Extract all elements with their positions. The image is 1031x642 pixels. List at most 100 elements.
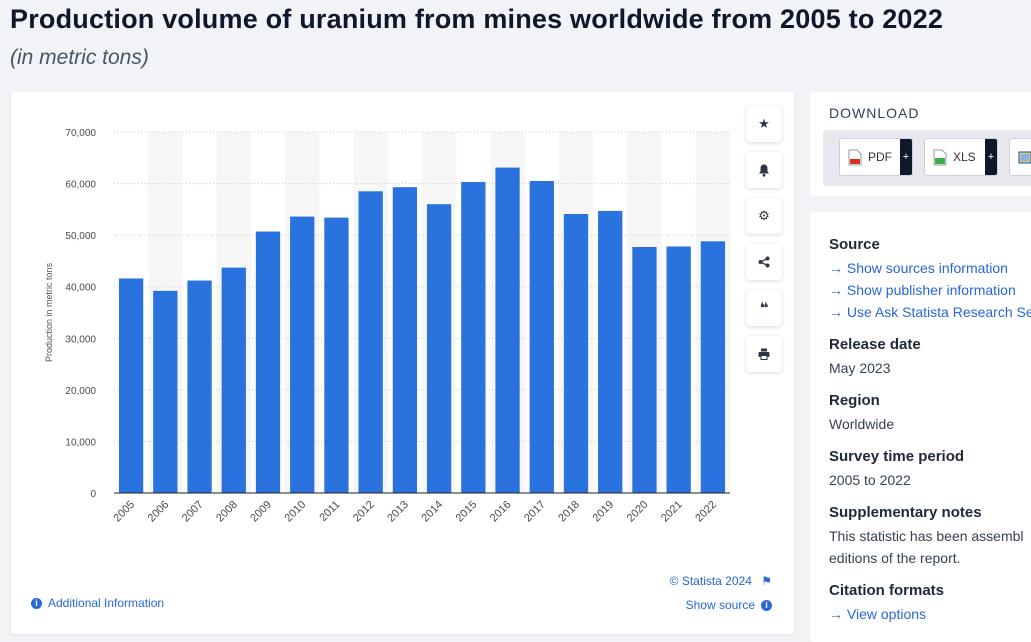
x-tick-label: 2008 <box>214 499 240 525</box>
show-source-label: Show source <box>685 598 755 612</box>
bar-2005: 2005: 41,600 <box>118 278 144 493</box>
citation-heading: Citation formats <box>829 582 945 599</box>
x-tick-label: 2005 <box>111 499 137 525</box>
favorite-button[interactable]: ★ <box>746 106 782 142</box>
arrow-right-icon: → <box>829 606 843 622</box>
bar-2008: 2008: 43,700 <box>221 267 246 493</box>
show-sources-link[interactable]: → Show sources information <box>829 257 1031 279</box>
notes-line: editions of the report. <box>829 550 961 566</box>
x-tick-label: 2021 <box>659 499 685 525</box>
x-tick-label: 2009 <box>248 499 274 525</box>
bar-2015: 2015: 60,300 <box>461 182 486 493</box>
release-date-value: May 2023 <box>829 360 891 376</box>
x-tick-label: 2012 <box>351 499 377 525</box>
download-tray: PDF + XLS + <box>823 130 1031 186</box>
y-tick-label: 0 <box>90 489 96 500</box>
survey-period-value: 2005 to 2022 <box>829 472 911 488</box>
download-xls-button[interactable]: XLS + <box>924 138 998 176</box>
bar-2020: 2020: 47,700 <box>632 247 657 493</box>
show-source-link[interactable]: Show source i <box>686 598 772 612</box>
bar-2018: 2018: 54,100 <box>563 213 589 493</box>
x-tick-label: 2017 <box>522 499 548 525</box>
bar-2014: 2014: 56,000 <box>426 204 452 493</box>
plus-icon: + <box>900 139 912 175</box>
star-icon: ★ <box>758 116 770 131</box>
arrow-right-icon: → <box>829 304 843 320</box>
x-tick-label: 2007 <box>180 499 206 525</box>
bar-2017: 2017: 60,500 <box>529 180 554 493</box>
link-label: Use Ask Statista Research Se <box>846 304 1031 320</box>
page-subtitle: (in metric tons) <box>10 46 149 69</box>
x-tick-label: 2015 <box>454 499 480 525</box>
citation-section: Citation formats → View options <box>829 582 944 625</box>
download-title: DOWNLOAD <box>829 105 920 121</box>
print-button[interactable] <box>746 336 782 372</box>
survey-period-heading: Survey time period <box>829 448 965 465</box>
bar-2019: 2019: 54,700 <box>598 210 623 493</box>
share-button[interactable] <box>746 244 782 280</box>
notes-heading: Supplementary notes <box>829 504 982 521</box>
info-icon: i <box>31 597 42 609</box>
view-options-link[interactable]: → View options <box>829 603 944 625</box>
bar-2007: 2007: 41,200 <box>187 280 212 493</box>
x-tick-label: 2006 <box>146 499 172 525</box>
arrow-right-icon: → <box>829 260 843 276</box>
credit-text: © Statista 2024 <box>669 574 752 588</box>
y-tick-label: 20,000 <box>65 386 96 397</box>
print-icon <box>758 348 770 360</box>
link-label: Show publisher information <box>846 282 1016 298</box>
x-tick-label: 2013 <box>385 499 411 525</box>
x-tick-label: 2018 <box>556 499 582 525</box>
region-section: Region Worldwide <box>829 392 894 435</box>
link-label: Show sources information <box>846 260 1008 276</box>
x-tick-label: 2022 <box>693 499 719 525</box>
bar-2022: 2022: 48,800 <box>700 241 726 493</box>
x-tick-label: 2016 <box>488 499 514 525</box>
additional-info-label: Additional Information <box>48 596 165 610</box>
pdf-label: PDF <box>868 150 892 164</box>
arrow-right-icon: → <box>829 282 843 298</box>
survey-period-section: Survey time period 2005 to 2022 <box>829 448 964 491</box>
y-tick-label: 50,000 <box>65 231 96 242</box>
xls-file-icon <box>933 149 947 165</box>
y-tick-label: 60,000 <box>65 180 96 191</box>
plus-icon: + <box>985 139 997 175</box>
notes-line: This statistic has been assembl <box>829 528 1024 544</box>
x-tick-label: 2011 <box>317 499 342 524</box>
bar-2013: 2013: 59,300 <box>392 187 418 493</box>
download-image-button[interactable] <box>1009 138 1031 176</box>
bar-2011: 2011: 53,400 <box>324 217 349 493</box>
bar-2010: 2010: 53,600 <box>290 216 315 493</box>
quote-icon: ❝ <box>759 300 769 317</box>
image-file-icon <box>1018 150 1031 164</box>
pdf-file-icon <box>848 149 862 165</box>
y-tick-label: 40,000 <box>65 283 96 294</box>
y-axis-label: Production in metric tons <box>44 262 54 362</box>
bell-icon <box>759 164 769 177</box>
notification-button[interactable] <box>746 152 782 188</box>
ask-statista-link[interactable]: → Use Ask Statista Research Se <box>829 301 1031 323</box>
download-pdf-button[interactable]: PDF + <box>839 138 913 176</box>
x-tick-label: 2010 <box>283 499 309 525</box>
flag-icon: ⚑ <box>761 574 772 588</box>
region-heading: Region <box>829 392 880 409</box>
y-tick-label: 30,000 <box>65 334 96 345</box>
bar-2012: 2012: 58,500 <box>358 191 383 494</box>
settings-button[interactable]: ⚙ <box>746 198 782 234</box>
statista-credit[interactable]: © Statista 2024 ⚑ <box>670 574 772 588</box>
show-publisher-link[interactable]: → Show publisher information <box>829 279 1031 301</box>
statistic-info-panel: Source → Show sources information → Show… <box>810 212 1031 642</box>
x-tick-label: 2014 <box>419 499 445 525</box>
bar-chart: 0 10,000 20,000 30,000 40,000 50,000 60,000 70,… <box>44 128 730 525</box>
additional-info-link[interactable]: i Additional Information <box>31 596 164 610</box>
release-date-heading: Release date <box>829 336 921 353</box>
source-section: Source → Show sources information → Show… <box>829 236 1031 323</box>
xls-label: XLS <box>953 150 976 164</box>
gear-icon: ⚙ <box>758 208 770 223</box>
share-icon <box>758 256 770 268</box>
supplementary-notes-section: Supplementary notes This statistic has b… <box>829 504 1024 569</box>
bar-2006: 2006: 39,200 <box>153 290 178 493</box>
chart-card: 0 10,000 20,000 30,000 40,000 50,000 60,000 70,… <box>11 92 794 634</box>
link-label: View options <box>846 606 927 622</box>
cite-button[interactable]: ❝ <box>746 290 782 326</box>
